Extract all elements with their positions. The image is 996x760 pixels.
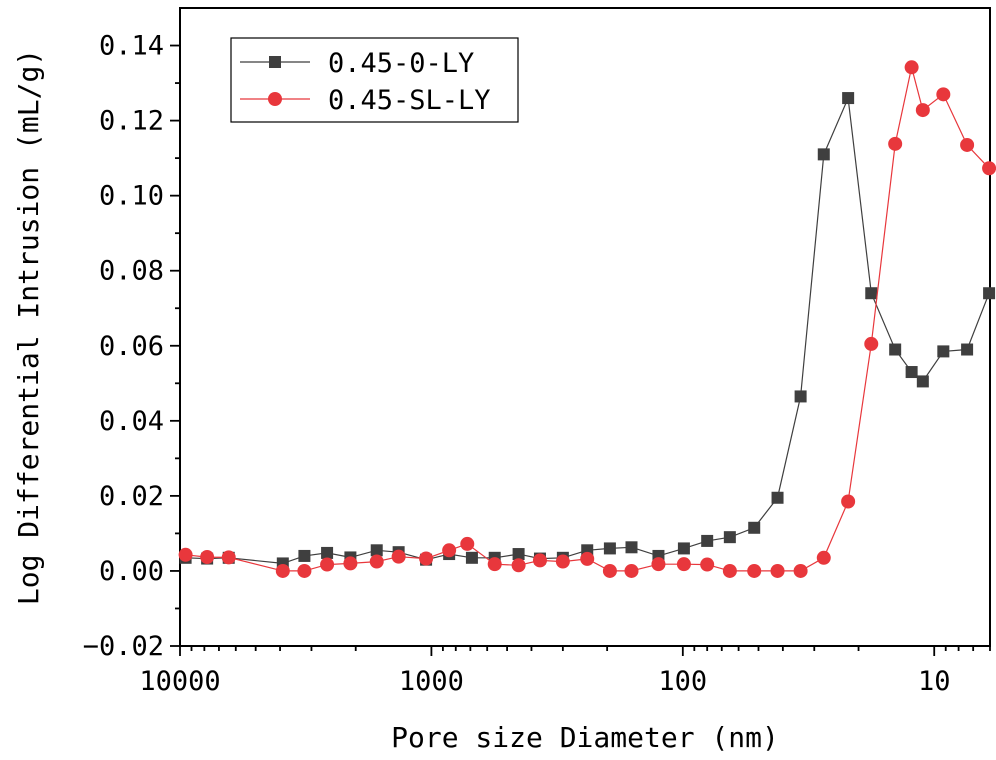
data-point (343, 556, 358, 571)
data-point (676, 557, 691, 572)
data-point (512, 548, 525, 561)
data-point (321, 546, 334, 559)
data-point (442, 543, 457, 558)
x-tick-label: 10 (918, 666, 951, 697)
data-point (625, 541, 638, 554)
data-point (748, 521, 761, 534)
y-tick-label: 0.14 (99, 31, 164, 62)
data-point (904, 60, 919, 75)
data-point (794, 390, 807, 403)
data-point (487, 557, 502, 572)
data-point (275, 563, 290, 578)
data-point (983, 287, 996, 300)
data-point (816, 550, 831, 565)
data-point (221, 550, 236, 565)
legend-marker (268, 92, 282, 106)
x-tick-label: 1000 (399, 666, 464, 697)
data-point (555, 554, 570, 569)
data-point (700, 557, 715, 572)
y-tick-label: 0.06 (99, 331, 164, 362)
data-point (937, 345, 950, 358)
data-point (841, 494, 856, 509)
y-tick-label: −0.02 (83, 631, 164, 662)
data-point (864, 336, 879, 351)
data-point (391, 549, 406, 564)
data-point (723, 531, 736, 544)
data-point (624, 563, 639, 578)
data-point (677, 542, 690, 555)
legend-label: 0.45-SL-LY (328, 85, 491, 116)
data-point (532, 553, 547, 568)
x-tick-label: 10000 (139, 666, 220, 697)
data-point (888, 136, 903, 151)
legend-marker (269, 56, 281, 68)
data-point (460, 536, 475, 551)
data-point (793, 563, 808, 578)
series-line (185, 95, 990, 565)
y-tick-label: 0.00 (99, 556, 164, 587)
data-point (369, 554, 384, 569)
y-tick-label: 0.10 (99, 181, 164, 212)
data-point (771, 491, 784, 504)
data-point (905, 366, 918, 379)
plot-frame (179, 7, 991, 647)
data-point (200, 550, 215, 565)
data-point (916, 375, 929, 388)
legend-box (230, 37, 519, 123)
data-point (465, 551, 478, 564)
y-axis-title: Log Differential Intrusion (mL/g) (12, 49, 45, 605)
data-point (651, 557, 666, 572)
axis-ticks (170, 44, 991, 656)
data-point (511, 558, 526, 573)
data-point (580, 551, 595, 566)
data-point (297, 563, 312, 578)
data-point (889, 343, 902, 356)
series-layer (178, 60, 996, 578)
data-point (178, 547, 193, 562)
y-tick-label: 0.04 (99, 406, 164, 437)
data-point (320, 557, 335, 572)
data-point (960, 137, 975, 152)
axis-tick-labels: −0.020.000.020.040.060.080.100.120.14100… (83, 31, 951, 697)
legend-label: 0.45-0-LY (328, 48, 474, 79)
data-point (770, 563, 785, 578)
data-point (603, 542, 616, 555)
data-point (842, 92, 855, 105)
data-point (602, 563, 617, 578)
x-tick-label: 100 (658, 666, 707, 697)
legend: 0.45-0-LY 0.45-SL-LY (230, 37, 519, 123)
data-point (982, 161, 996, 176)
y-tick-label: 0.08 (99, 256, 164, 287)
series-line (185, 67, 990, 572)
data-point (370, 544, 383, 557)
data-point (817, 148, 830, 161)
x-axis-title: Pore size Diameter (nm) (391, 721, 779, 754)
data-point (961, 343, 974, 356)
data-point (298, 549, 311, 562)
data-point (747, 563, 762, 578)
data-point (865, 287, 878, 300)
data-point (915, 103, 930, 118)
data-point (419, 551, 434, 566)
data-point (701, 534, 714, 547)
data-point (936, 87, 951, 102)
data-point (722, 563, 737, 578)
y-tick-label: 0.02 (99, 481, 164, 512)
y-tick-label: 0.12 (99, 106, 164, 137)
series-0.45-SL-LY (178, 60, 996, 578)
